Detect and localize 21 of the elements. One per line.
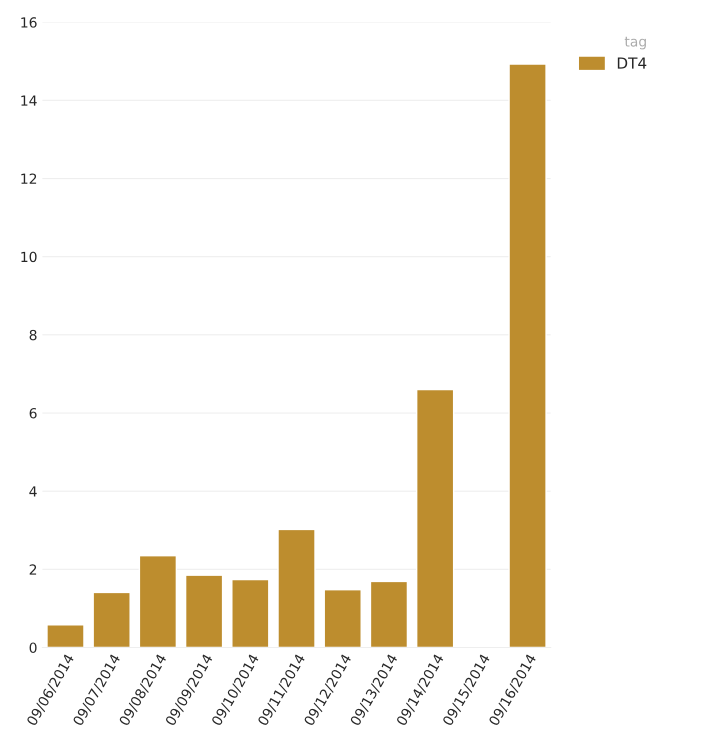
y-tick-label: 14 — [21, 96, 37, 106]
y-tick-label: 4 — [29, 486, 37, 496]
y-tick-label: 16 — [21, 17, 37, 28]
bar — [277, 528, 316, 648]
y-tick-label: 10 — [21, 252, 37, 262]
legend-title: tag — [624, 36, 646, 50]
y-tick-label: 0 — [30, 642, 37, 653]
bar — [92, 592, 131, 648]
y-tick-label: 2 — [30, 564, 36, 575]
bar — [508, 63, 547, 648]
bar — [370, 580, 408, 648]
bar — [138, 554, 178, 648]
y-tick-label: 6 — [30, 408, 37, 418]
y-tick-label: 12 — [21, 173, 36, 184]
bar — [231, 578, 270, 648]
bar — [324, 588, 362, 648]
bar — [184, 574, 224, 648]
y-tick-label: 8 — [30, 330, 37, 340]
bar — [416, 388, 454, 648]
bar — [46, 624, 85, 648]
legend-label: DT4 — [618, 58, 646, 69]
